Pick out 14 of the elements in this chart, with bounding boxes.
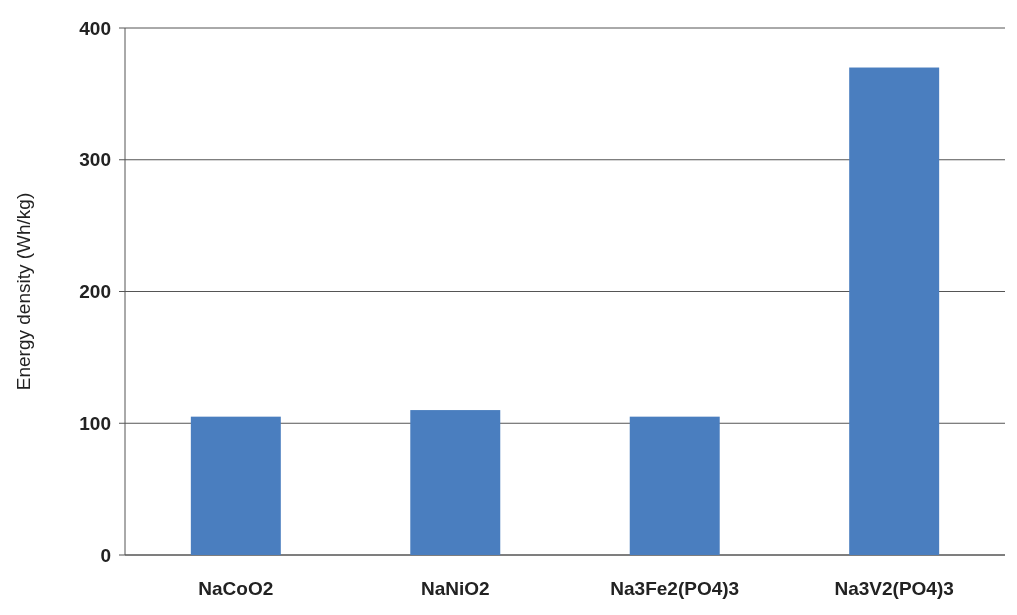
y-tick-label: 200	[79, 281, 111, 303]
bar	[410, 410, 501, 555]
y-tick-label: 400	[79, 17, 111, 39]
x-tick-label: Na3V2(PO4)3	[834, 578, 954, 599]
y-axis-title: Energy density (Wh/kg)	[13, 192, 34, 391]
bar	[629, 416, 720, 555]
x-tick-label: NaCoO2	[198, 578, 274, 599]
bar	[849, 67, 940, 555]
y-tick-label: 0	[100, 544, 111, 566]
x-tick-label: Na3Fe2(PO4)3	[610, 578, 740, 599]
y-tick-label: 100	[79, 412, 111, 434]
bar	[190, 416, 281, 555]
y-tick-label: 300	[79, 149, 111, 171]
x-tick-label: NaNiO2	[420, 578, 490, 599]
